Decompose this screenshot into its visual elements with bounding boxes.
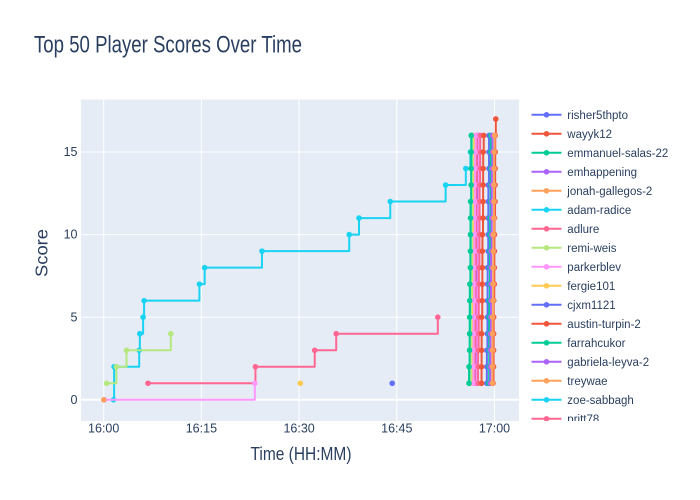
svg-text:risher5thpto: risher5thpto [567, 110, 628, 122]
svg-text:gabriela-leyva-2: gabriela-leyva-2 [567, 357, 649, 369]
svg-text:adam-radice: adam-radice [567, 205, 631, 217]
svg-text:Time (HH:MM): Time (HH:MM) [251, 443, 352, 464]
svg-text:16:30: 16:30 [283, 422, 314, 436]
svg-text:Score: Score [32, 229, 52, 277]
svg-text:5: 5 [71, 310, 78, 324]
svg-text:cjxm1121: cjxm1121 [567, 300, 615, 312]
svg-text:pritt78: pritt78 [567, 414, 599, 426]
svg-text:remi-weis: remi-weis [567, 243, 616, 255]
svg-text:17:00: 17:00 [479, 422, 510, 436]
svg-text:jonah-gallegos-2: jonah-gallegos-2 [566, 186, 652, 198]
svg-text:0: 0 [71, 393, 78, 407]
svg-text:Top 50 Player Scores Over Time: Top 50 Player Scores Over Time [34, 31, 302, 58]
svg-text:treywae: treywae [567, 376, 607, 388]
svg-text:fergie101: fergie101 [567, 281, 615, 293]
svg-text:farrahcukor: farrahcukor [567, 338, 625, 350]
svg-text:emmanuel-salas-22: emmanuel-salas-22 [567, 148, 668, 160]
svg-text:emhappening: emhappening [567, 167, 637, 179]
svg-text:austin-turpin-2: austin-turpin-2 [567, 319, 641, 331]
svg-text:16:00: 16:00 [88, 422, 119, 436]
svg-text:wayyk12: wayyk12 [566, 129, 612, 141]
svg-text:16:15: 16:15 [186, 422, 217, 436]
svg-text:16:45: 16:45 [381, 422, 412, 436]
svg-text:parkerblev: parkerblev [567, 262, 621, 274]
svg-text:adlure: adlure [567, 224, 599, 236]
svg-text:15: 15 [64, 145, 78, 159]
svg-text:10: 10 [64, 228, 78, 242]
svg-text:zoe-sabbagh: zoe-sabbagh [567, 395, 634, 407]
